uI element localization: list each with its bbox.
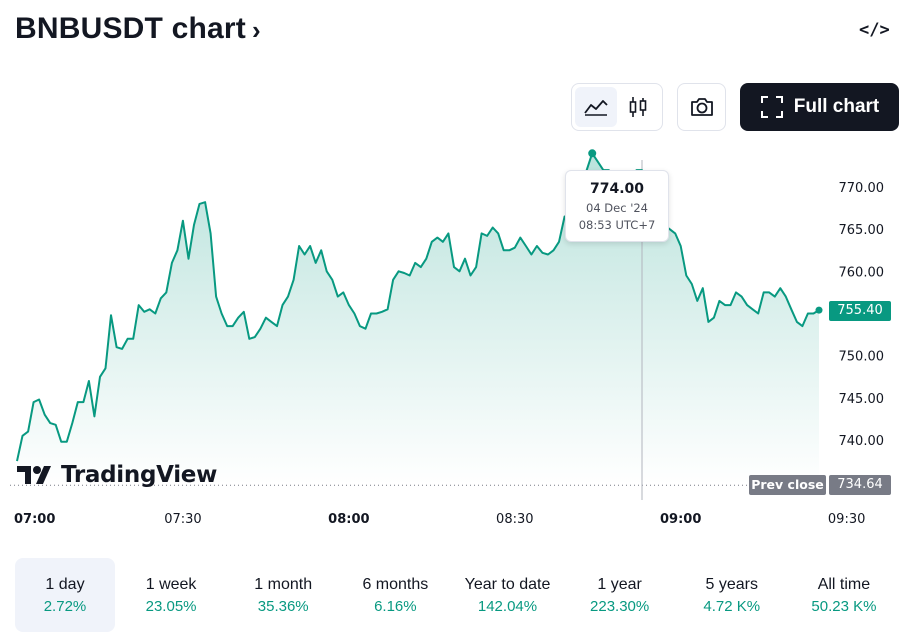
x-tick-label: 09:00 — [660, 512, 701, 527]
fullscreen-icon — [760, 96, 783, 118]
period-change: 142.04% — [477, 597, 538, 615]
period-label: Year to date — [464, 575, 551, 593]
period-label: 5 years — [705, 575, 758, 593]
y-tick-label: 770.00 — [839, 181, 885, 196]
full-chart-label: Full chart — [793, 96, 880, 117]
last-price-badge: 755.40 — [829, 301, 891, 321]
title-text: BNBUSDT chart — [15, 12, 246, 45]
price-series-line — [16, 152, 820, 462]
candle-chart-button[interactable] — [617, 87, 659, 127]
period-year-to-date[interactable]: Year to date 142.04% — [451, 558, 563, 632]
period-label: 1 month — [254, 575, 313, 593]
period-change: 2.72% — [43, 597, 87, 615]
period-5-years[interactable]: 5 years 4.72 K% — [676, 558, 788, 632]
period-all-time[interactable]: All time 50.23 K% — [788, 558, 900, 632]
chart-type-toggle — [571, 83, 663, 131]
period-change: 223.30% — [590, 597, 650, 615]
tradingview-logo[interactable]: TradingView — [17, 462, 217, 488]
area-chart-icon — [584, 100, 608, 116]
y-tick-label: 745.00 — [839, 392, 885, 407]
price-tooltip: 774.00 04 Dec '24 08:53 UTC+7 — [565, 170, 669, 242]
x-tick-label: 07:00 — [14, 512, 55, 527]
camera-icon — [690, 98, 713, 116]
period-change: 23.05% — [145, 597, 197, 615]
last-price-point — [815, 306, 823, 314]
prev-close-value: 734.64 — [829, 475, 891, 495]
tooltip-date: 04 Dec '24 — [586, 201, 648, 215]
y-tick-label: 750.00 — [839, 350, 885, 365]
period-change: 35.36% — [257, 597, 309, 615]
y-tick-label: 760.00 — [839, 265, 885, 280]
x-tick-label: 08:00 — [328, 512, 369, 527]
period-label: 1 week — [145, 575, 197, 593]
hover-point — [588, 149, 597, 158]
area-chart-button[interactable] — [575, 87, 617, 127]
embed-code-button[interactable]: </> — [859, 20, 890, 40]
candlestick-icon — [629, 97, 647, 117]
y-tick-label: 765.00 — [839, 223, 885, 238]
prev-close-label: Prev close — [749, 475, 826, 495]
y-tick-label: 740.00 — [839, 434, 885, 449]
period-label: 6 months — [362, 575, 429, 593]
period-change: 6.16% — [374, 597, 417, 615]
period-label: All time — [817, 575, 871, 593]
tooltip-time: 08:53 UTC+7 — [578, 218, 656, 232]
period-1-year[interactable]: 1 year 223.30% — [564, 558, 676, 632]
chevron-right-icon: › — [251, 14, 261, 45]
period-label: 1 year — [597, 575, 642, 593]
page-title[interactable]: BNBUSDT chart › — [15, 12, 261, 46]
period-1-week[interactable]: 1 week 23.05% — [115, 558, 227, 632]
period-6-months[interactable]: 6 months 6.16% — [339, 558, 451, 632]
full-chart-button[interactable]: Full chart — [740, 83, 899, 131]
period-change: 50.23 K% — [811, 597, 877, 615]
period-label: 1 day — [45, 575, 85, 593]
period-1-day[interactable]: 1 day 2.72% — [15, 558, 115, 632]
tradingview-logo-icon — [17, 466, 51, 484]
period-change: 4.72 K% — [703, 597, 761, 615]
x-tick-label: 08:30 — [496, 512, 533, 527]
x-tick-label: 09:30 — [828, 512, 865, 527]
period-selector: 1 day 2.72% 1 week 23.05% 1 month 35.36%… — [15, 558, 900, 632]
tradingview-logo-text: TradingView — [61, 462, 218, 488]
snapshot-button[interactable] — [677, 83, 726, 131]
x-tick-label: 07:30 — [164, 512, 201, 527]
period-1-month[interactable]: 1 month 35.36% — [227, 558, 339, 632]
tooltip-value: 774.00 — [589, 181, 645, 197]
